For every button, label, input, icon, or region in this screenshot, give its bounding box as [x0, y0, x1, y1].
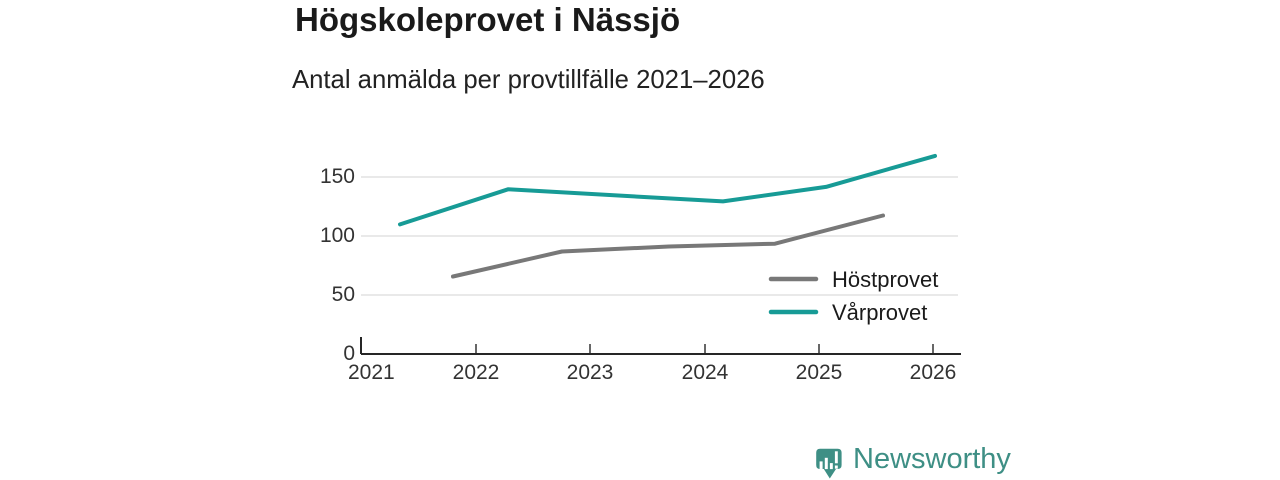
- svg-text:100: 100: [320, 224, 355, 247]
- svg-text:2022: 2022: [453, 361, 500, 384]
- svg-text:2024: 2024: [682, 361, 729, 384]
- svg-text:Newsworthy: Newsworthy: [853, 443, 1011, 475]
- svg-text:50: 50: [332, 283, 355, 306]
- svg-text:Vårprovet: Vårprovet: [832, 300, 927, 325]
- svg-text:150: 150: [320, 165, 355, 188]
- svg-text:2026: 2026: [910, 361, 957, 384]
- svg-text:Höstprovet: Höstprovet: [832, 267, 938, 292]
- svg-text:2021: 2021: [348, 361, 395, 384]
- svg-text:2023: 2023: [567, 361, 614, 384]
- svg-text:2025: 2025: [796, 361, 843, 384]
